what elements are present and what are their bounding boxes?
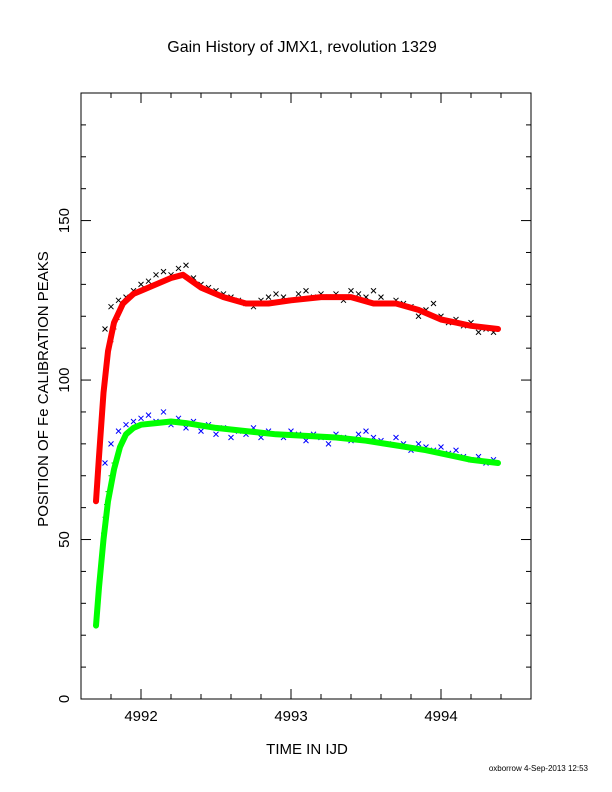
- data-point: [273, 291, 279, 297]
- data-point: [363, 428, 369, 434]
- data-point: [295, 291, 302, 297]
- y-tick-label: 0: [56, 695, 73, 703]
- data-point: [265, 294, 272, 300]
- data-point: [138, 415, 144, 422]
- data-point: [438, 444, 444, 450]
- data-point: [108, 303, 114, 310]
- data-point: [108, 440, 114, 447]
- chart-title: Gain History of JMX1, revolution 1329: [167, 39, 437, 56]
- data-point: [175, 265, 182, 272]
- data-point: [355, 291, 362, 297]
- data-point: [475, 329, 482, 336]
- data-point: [123, 421, 129, 428]
- data-point: [325, 440, 332, 447]
- data-point: [138, 281, 144, 288]
- x-tick-label: 4994: [424, 708, 457, 725]
- footer-stamp: oxborrow 4-Sep-2013 12:53: [489, 764, 589, 773]
- plot-frame: [80, 92, 532, 700]
- data-point: [153, 271, 159, 278]
- series-lower-peak-fit: [93, 418, 501, 629]
- data-point: [213, 431, 219, 438]
- y-tick-label: 150: [56, 208, 73, 233]
- data-point: [198, 428, 204, 434]
- data-point: [370, 287, 377, 294]
- x-axis-label: TIME IN IJD: [266, 741, 348, 758]
- y-axis-label: POSITION OF Fe CALIBRATION PEAKS: [35, 251, 52, 527]
- fit-curve: [93, 271, 501, 505]
- y-tick-label: 100: [56, 368, 73, 393]
- data-point: [115, 428, 122, 434]
- data-point: [415, 440, 422, 447]
- data-point: [130, 418, 137, 425]
- data-point: [183, 262, 189, 269]
- x-tick-label: 4993: [274, 708, 307, 725]
- data-point: [228, 434, 234, 441]
- data-point: [348, 287, 354, 294]
- series-layer: [93, 262, 501, 629]
- data-point: [145, 278, 152, 285]
- data-point: [160, 268, 167, 275]
- data-point: [303, 287, 309, 294]
- data-point: [115, 297, 122, 304]
- data-point: [145, 412, 152, 418]
- fit-curve: [93, 418, 501, 629]
- data-point: [378, 294, 384, 300]
- data-point: [160, 409, 167, 415]
- data-point: [355, 431, 362, 438]
- x-tick-label: 4992: [124, 708, 157, 725]
- y-tick-label: 50: [56, 531, 73, 548]
- data-point: [102, 326, 108, 332]
- data-point: [102, 460, 108, 466]
- data-point: [393, 434, 399, 441]
- series-upper-peak-fit: [93, 271, 501, 505]
- axis-ticks: 4992 4993 4994 0 50 100 150: [56, 92, 532, 725]
- data-point: [453, 447, 459, 454]
- data-point: [415, 313, 422, 320]
- data-point: [430, 300, 437, 307]
